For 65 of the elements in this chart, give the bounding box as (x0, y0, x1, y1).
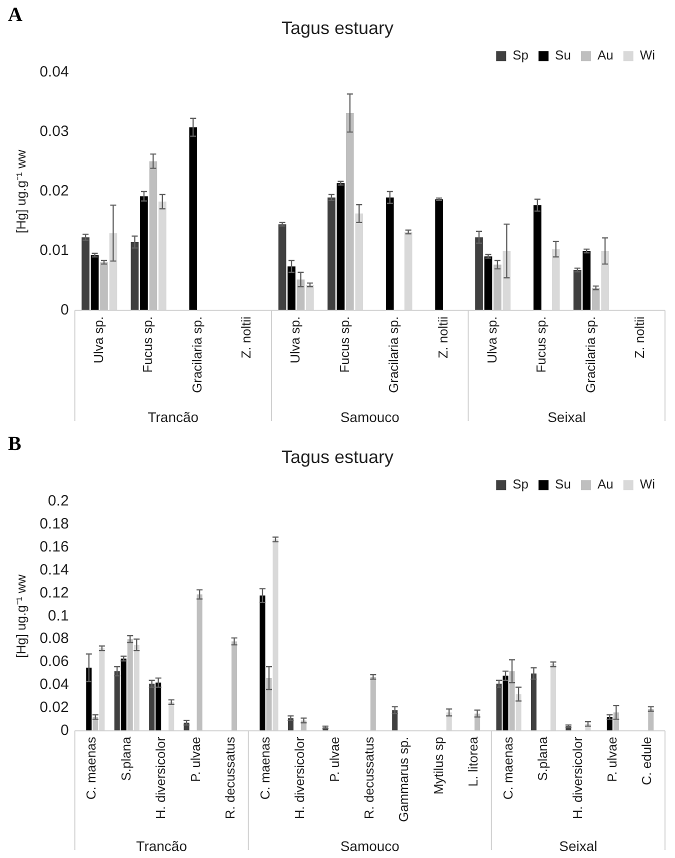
x-tick-label: Ulva sp. (484, 316, 500, 364)
legend-label: Su (555, 476, 571, 492)
x-tick-label: Ulva sp. (90, 316, 106, 364)
y-tick-label: 0 (60, 302, 69, 319)
legend-label: Su (555, 48, 571, 63)
x-tick-label: Mytilus sp (430, 736, 446, 795)
y-tick-label: 0.03 (40, 123, 69, 140)
y-tick-label: 0.04 (40, 64, 69, 81)
x-tick-label: Fucus sp. (336, 316, 352, 373)
x-tick-label: S.plana (535, 736, 550, 781)
y-tick-label: 0.02 (40, 698, 69, 716)
x-tick-label: P. ulvae (604, 736, 620, 782)
x-tick-label: C. maenas (500, 736, 516, 800)
x-tick-label: Gracilaria sp. (582, 316, 598, 393)
x-tick-label: Z. noltii (238, 316, 254, 358)
legend-label: Sp (512, 48, 529, 63)
y-tick-label: 0.1 (48, 607, 69, 624)
y-tick-label: 0 (60, 722, 69, 739)
text: Seixal (548, 408, 586, 425)
x-tick-label: H. diversicolor (292, 736, 308, 820)
y-tick-label: 0.14 (40, 561, 69, 578)
y-tick-label: 0.18 (40, 516, 69, 533)
y-tick-label: 0.16 (40, 538, 69, 556)
legend-label: Sp (512, 476, 529, 492)
x-tick-label: C. maenas (257, 736, 272, 800)
x-tick-label: Fucus sp. (534, 316, 549, 373)
text: B (8, 433, 22, 456)
x-tick-label: H. diversicolor (570, 736, 585, 820)
text: Samouco (340, 408, 400, 425)
x-tick-label: Z. noltii (632, 316, 647, 358)
text: A (8, 4, 23, 26)
y-tick-label: 0.01 (40, 242, 69, 260)
x-tick-label: Ulva sp. (288, 316, 303, 364)
y-tick-label: 0.02 (40, 182, 69, 200)
legend-label: Au (597, 476, 614, 492)
y-axis-title: [Hg] ug.g⁻¹ ww (13, 574, 28, 658)
legend-label: Wi (640, 48, 656, 63)
text: Samouco (340, 838, 400, 854)
x-tick-label: C. maenas (84, 736, 99, 800)
x-tick-label: L. litorea (466, 736, 481, 787)
y-tick-label: 0.12 (40, 584, 69, 602)
x-tick-label: H. diversicolor (153, 736, 168, 820)
x-tick-label: R. decussatus (361, 736, 376, 820)
y-tick-label: 0.06 (40, 653, 69, 670)
text: Trancão (148, 408, 199, 425)
y-tick-label: 0.2 (48, 492, 69, 510)
x-tick-label: R. decussatus (222, 736, 238, 820)
chart-title: Tagus estuary (281, 446, 394, 467)
x-tick-label: C. edule (639, 736, 654, 786)
x-tick-label: P. ulvae (326, 736, 342, 782)
x-tick-label: Gracilaria sp. (189, 316, 204, 393)
legend-label: Wi (640, 476, 656, 492)
chart-title: Tagus estuary (281, 18, 394, 38)
x-tick-label: Fucus sp. (140, 316, 156, 373)
y-tick-label: 0.04 (40, 676, 69, 694)
text: Trancão (136, 838, 188, 854)
x-tick-label: Z. noltii (435, 316, 450, 358)
text: Seixal (559, 838, 598, 854)
x-tick-label: Gracilaria sp. (386, 316, 402, 393)
y-axis-title: [Hg] ug.g⁻¹ ww (13, 149, 28, 234)
x-tick-label: Gammarus sp. (396, 736, 412, 822)
legend-label: Au (597, 48, 614, 63)
x-tick-label: S.plana (118, 736, 134, 781)
y-tick-label: 0.08 (40, 630, 69, 648)
x-tick-label: P. ulvae (188, 736, 203, 782)
